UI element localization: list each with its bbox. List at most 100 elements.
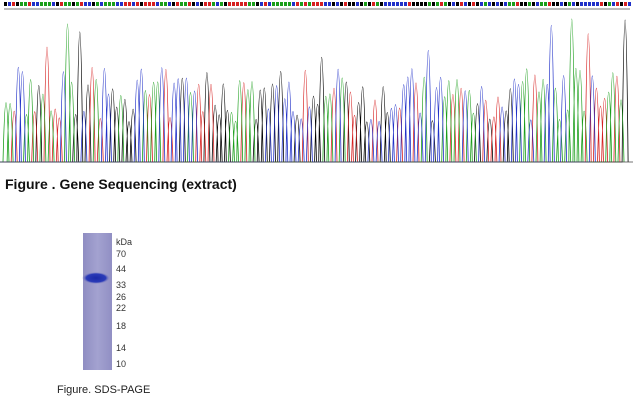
base-call	[532, 2, 535, 6]
base-call	[60, 2, 63, 6]
base-call	[112, 2, 115, 6]
base-call	[8, 2, 11, 6]
base-call	[256, 2, 259, 6]
base-call	[612, 2, 615, 6]
base-call	[268, 2, 271, 6]
base-call	[120, 2, 123, 6]
base-call	[136, 2, 139, 6]
base-call	[104, 2, 107, 6]
base-call	[516, 2, 519, 6]
base-call	[460, 2, 463, 6]
base-call	[200, 2, 203, 6]
base-call	[160, 2, 163, 6]
base-call	[448, 2, 451, 6]
base-call	[260, 2, 263, 6]
base-call	[144, 2, 147, 6]
base-call	[36, 2, 39, 6]
base-call	[440, 2, 443, 6]
base-call	[616, 2, 619, 6]
base-call	[264, 2, 267, 6]
base-call	[572, 2, 575, 6]
base-call	[240, 2, 243, 6]
base-call	[564, 2, 567, 6]
base-call	[568, 2, 571, 6]
base-call	[12, 2, 15, 6]
base-call	[396, 2, 399, 6]
base-call	[336, 2, 339, 6]
base-call	[192, 2, 195, 6]
base-call	[548, 2, 551, 6]
base-call	[608, 2, 611, 6]
base-call	[344, 2, 347, 6]
base-call	[352, 2, 355, 6]
base-call	[244, 2, 247, 6]
base-call	[72, 2, 75, 6]
base-call	[604, 2, 607, 6]
base-call	[52, 2, 55, 6]
base-call	[40, 2, 43, 6]
base-call	[172, 2, 175, 6]
base-call	[408, 2, 411, 6]
base-call	[100, 2, 103, 6]
base-call	[628, 2, 631, 6]
base-call	[220, 2, 223, 6]
gel-lane	[83, 233, 112, 370]
base-call	[176, 2, 179, 6]
base-call	[76, 2, 79, 6]
base-call	[504, 2, 507, 6]
base-call	[64, 2, 67, 6]
base-call	[324, 2, 327, 6]
base-call	[412, 2, 415, 6]
protein-band	[82, 272, 110, 284]
marker-label: 18	[116, 321, 127, 331]
base-call	[296, 2, 299, 6]
base-call	[332, 2, 335, 6]
base-call	[584, 2, 587, 6]
base-call	[44, 2, 47, 6]
base-call	[252, 2, 255, 6]
base-call	[216, 2, 219, 6]
base-call	[320, 2, 323, 6]
base-call	[184, 2, 187, 6]
base-call	[92, 2, 95, 6]
base-call	[128, 2, 131, 6]
base-call	[500, 2, 503, 6]
base-call	[300, 2, 303, 6]
base-call	[444, 2, 447, 6]
base-call	[188, 2, 191, 6]
base-call	[624, 2, 627, 6]
base-call	[436, 2, 439, 6]
base-call	[424, 2, 427, 6]
base-call	[348, 2, 351, 6]
base-call	[392, 2, 395, 6]
base-call	[576, 2, 579, 6]
base-call	[496, 2, 499, 6]
base-call	[560, 2, 563, 6]
base-call	[520, 2, 523, 6]
marker-label: 26	[116, 292, 127, 302]
base-call	[432, 2, 435, 6]
base-call	[488, 2, 491, 6]
base-call	[600, 2, 603, 6]
base-call	[404, 2, 407, 6]
base-call	[168, 2, 171, 6]
marker-label: 70	[116, 249, 127, 259]
base-call	[288, 2, 291, 6]
base-call	[24, 2, 27, 6]
base-call	[340, 2, 343, 6]
unit-label: kDa	[116, 237, 133, 247]
base-call	[28, 2, 31, 6]
base-call	[204, 2, 207, 6]
base-call	[232, 2, 235, 6]
base-call	[284, 2, 287, 6]
base-call	[280, 2, 283, 6]
base-call	[484, 2, 487, 6]
base-call	[524, 2, 527, 6]
base-call	[156, 2, 159, 6]
base-call	[592, 2, 595, 6]
base-call	[472, 2, 475, 6]
marker-label: 10	[116, 359, 127, 369]
base-call	[368, 2, 371, 6]
base-call	[292, 2, 295, 6]
